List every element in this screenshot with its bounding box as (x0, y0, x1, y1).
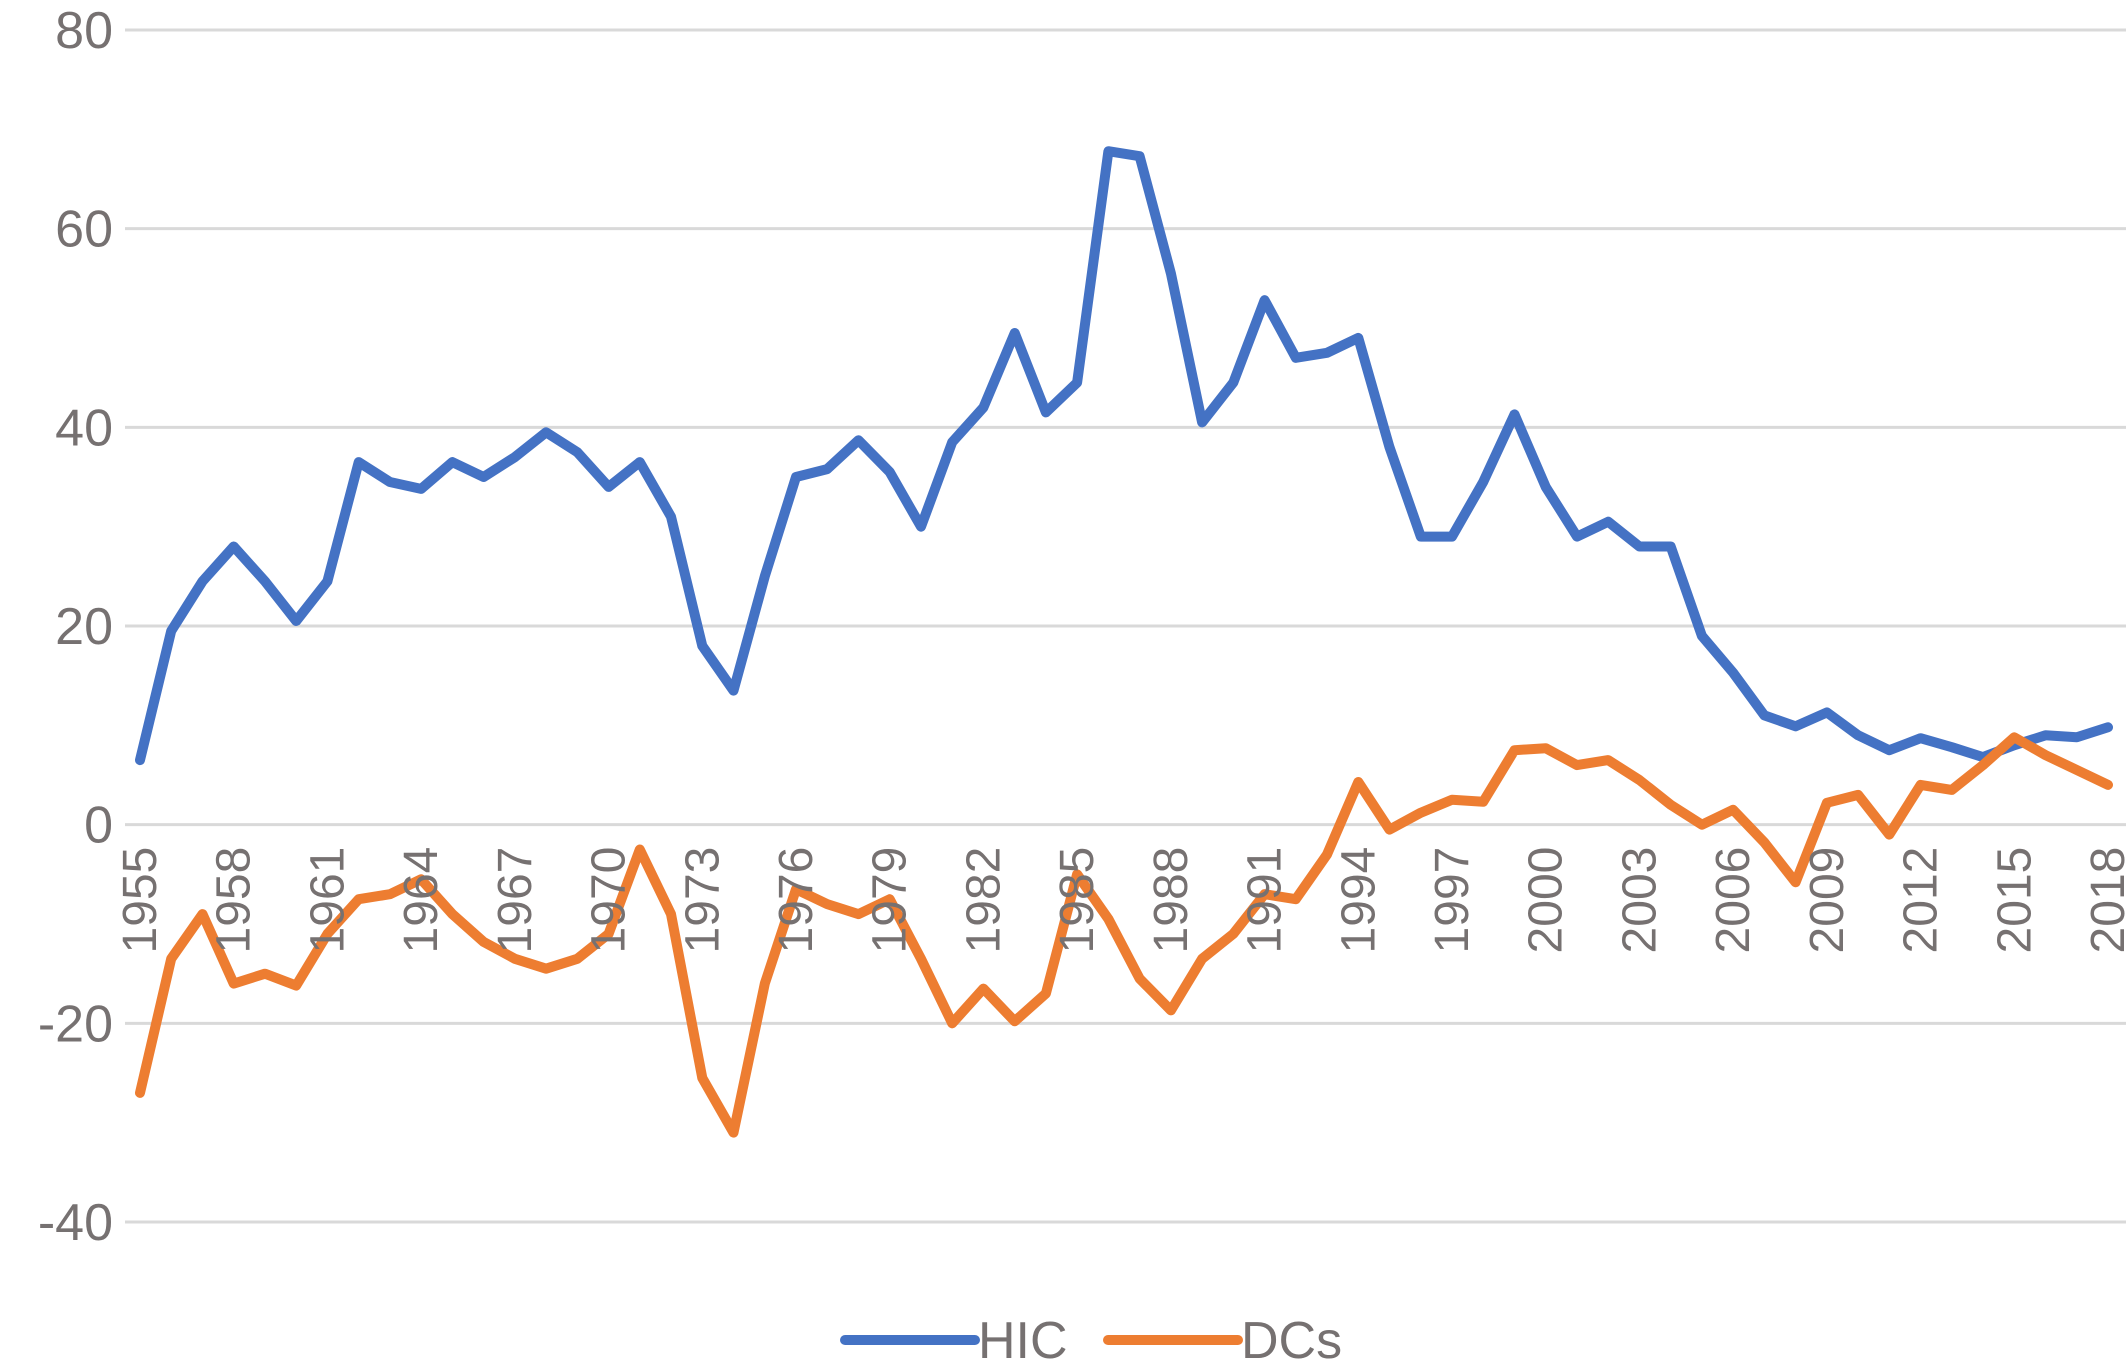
y-tick-label: -40 (38, 1194, 113, 1252)
y-tick-label: 80 (55, 2, 113, 60)
x-tick-label: 1964 (395, 847, 448, 954)
x-tick-label: 2006 (1707, 847, 1760, 954)
x-tick-label: 1967 (489, 847, 542, 954)
x-tick-label: 1958 (208, 847, 261, 954)
y-axis-ticks: 80 60 40 20 0 -20 -40 (38, 2, 113, 1252)
x-axis-ticks: 1955 1958 1961 1964 1967 1970 1973 1976 1979 1982… (114, 847, 2126, 954)
x-tick-label: 1961 (301, 847, 354, 954)
series-line-dcs (135, 732, 2113, 1138)
x-tick-label: 1976 (770, 847, 823, 954)
x-tick-label: 1985 (1051, 847, 1104, 954)
x-tick-label: 1973 (676, 847, 729, 954)
x-tick-label: 2009 (1801, 847, 1854, 954)
x-tick-label: 1955 (114, 847, 167, 954)
legend-label-dcs: DCs (1241, 1312, 1342, 1366)
x-tick-label: 1991 (1239, 847, 1292, 954)
x-tick-label: 1997 (1426, 847, 1479, 954)
x-tick-label: 2015 (1988, 847, 2041, 954)
x-tick-label: 1979 (864, 847, 917, 954)
y-tick-label: 60 (55, 201, 113, 259)
legend: HIC DCs (840, 1312, 1342, 1366)
series-lines (135, 146, 2113, 1138)
y-tick-label: 20 (55, 598, 113, 656)
y-tick-label: -20 (38, 995, 113, 1053)
x-tick-label: 1988 (1145, 847, 1198, 954)
x-tick-label: 2018 (2082, 847, 2126, 954)
y-tick-label: 0 (84, 797, 113, 855)
x-tick-label: 1994 (1332, 847, 1385, 954)
x-tick-label: 1970 (583, 847, 636, 954)
gridlines (125, 28, 2126, 1224)
y-tick-label: 40 (55, 399, 113, 457)
x-tick-label: 2003 (1613, 847, 1666, 954)
x-tick-label: 1982 (957, 847, 1010, 954)
x-tick-label: 2012 (1895, 847, 1948, 954)
legend-label-hic: HIC (978, 1312, 1068, 1366)
x-tick-label: 2000 (1520, 847, 1573, 954)
series-line-hic (135, 146, 2113, 766)
